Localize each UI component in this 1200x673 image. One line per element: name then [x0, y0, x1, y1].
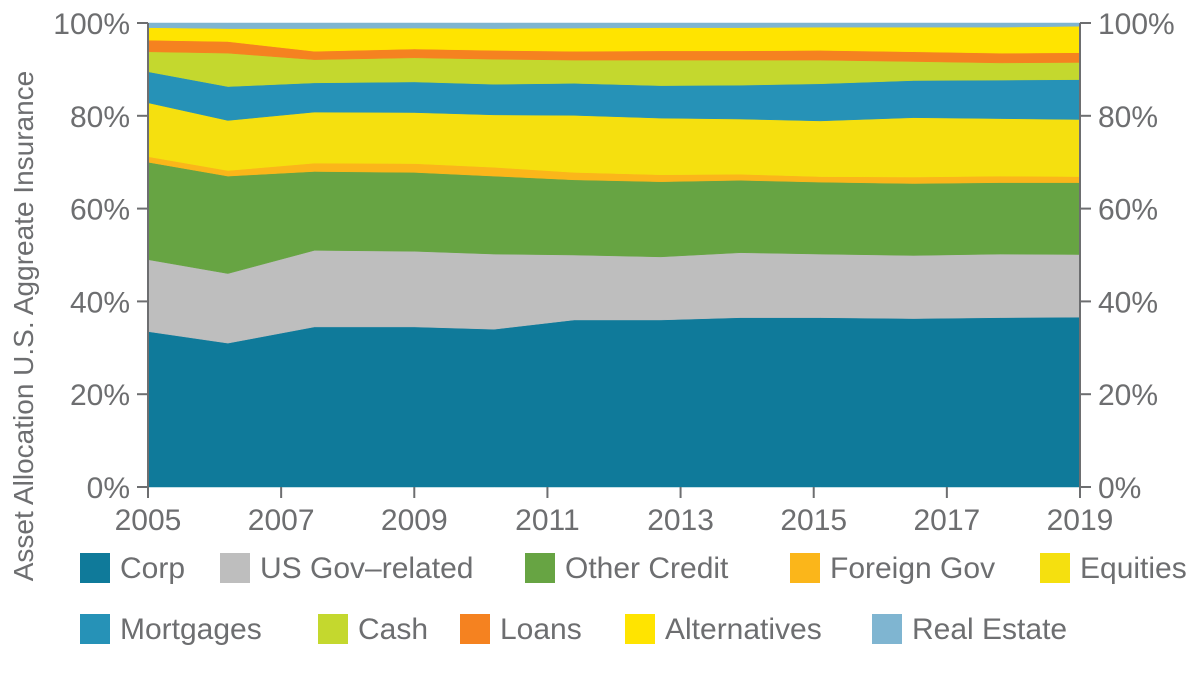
- legend-item-real-estate: Real Estate: [872, 613, 1067, 646]
- right-y-ticks: 0% 20% 40% 60% 80% 100%: [1080, 8, 1175, 505]
- x-tick-label: 2015: [780, 504, 847, 537]
- legend-swatch: [460, 614, 490, 644]
- legend-item-cash: Cash: [318, 613, 428, 646]
- right-y-tick-label: 60%: [1098, 194, 1158, 227]
- legend-label: Loans: [500, 613, 582, 646]
- legend-swatch: [872, 614, 902, 644]
- left-y-tick-label: 60%: [70, 194, 130, 227]
- x-tick-label: 2017: [913, 504, 980, 537]
- right-y-tick-label: 100%: [1098, 8, 1175, 41]
- legend-swatch: [525, 553, 555, 583]
- x-tick-label: 2011: [515, 504, 580, 537]
- legend-swatch: [1040, 553, 1070, 583]
- left-y-tick-label: 0%: [87, 472, 130, 505]
- right-y-tick-label: 80%: [1098, 101, 1158, 134]
- legend-item-other-credit: Other Credit: [525, 552, 729, 585]
- left-y-tick-label: 20%: [70, 379, 130, 412]
- legend-swatch: [220, 553, 250, 583]
- x-tick-label: 2013: [647, 504, 714, 537]
- legend-label: Corp: [120, 552, 185, 585]
- legend-label: US Gov–related: [260, 552, 473, 585]
- left-y-tick-label: 80%: [70, 101, 130, 134]
- areas-layer: [147, 22, 1081, 488]
- legend: Corp US Gov–related Other Credit Foreign Go…: [80, 552, 1187, 646]
- legend-item-alternatives: Alternatives: [625, 613, 822, 646]
- right-y-tick-label: 0%: [1098, 472, 1141, 505]
- x-ticks: 2005 2007 2009 2011 2013 2015 2017 2019: [115, 487, 1114, 537]
- y-axis-title: Asset Allocation U.S. Aggreate Insurance: [8, 71, 39, 582]
- area-corp: [147, 316, 1081, 488]
- legend-swatch: [80, 614, 110, 644]
- right-y-tick-label: 20%: [1098, 379, 1158, 412]
- legend-label: Real Estate: [912, 613, 1067, 646]
- legend-label: Alternatives: [665, 613, 822, 646]
- legend-label: Equities: [1080, 552, 1187, 585]
- legend-label: Foreign Gov: [830, 552, 995, 585]
- left-y-tick-label: 40%: [70, 286, 130, 319]
- legend-item-corp: Corp: [80, 552, 185, 585]
- right-y-tick-label: 40%: [1098, 286, 1158, 319]
- left-y-ticks: 0% 20% 40% 60% 80% 100%: [53, 8, 148, 505]
- legend-item-mortgages: Mortgages: [80, 613, 262, 646]
- legend-item-equities: Equities: [1040, 552, 1187, 585]
- x-tick-label: 2009: [381, 504, 448, 537]
- legend-swatch: [318, 614, 348, 644]
- legend-item-us-gov-related: US Gov–related: [220, 552, 473, 585]
- x-tick-label: 2007: [248, 504, 315, 537]
- legend-label: Mortgages: [120, 613, 262, 646]
- legend-label: Other Credit: [565, 552, 729, 585]
- legend-swatch: [80, 553, 110, 583]
- legend-item-loans: Loans: [460, 613, 582, 646]
- axes-layer: [147, 23, 1081, 488]
- x-tick-label: 2019: [1047, 504, 1114, 537]
- left-y-tick-label: 100%: [53, 8, 130, 41]
- x-tick-label: 2005: [115, 504, 182, 537]
- legend-label: Cash: [358, 613, 428, 646]
- legend-swatch: [625, 614, 655, 644]
- legend-item-foreign-gov: Foreign Gov: [790, 552, 995, 585]
- legend-swatch: [790, 553, 820, 583]
